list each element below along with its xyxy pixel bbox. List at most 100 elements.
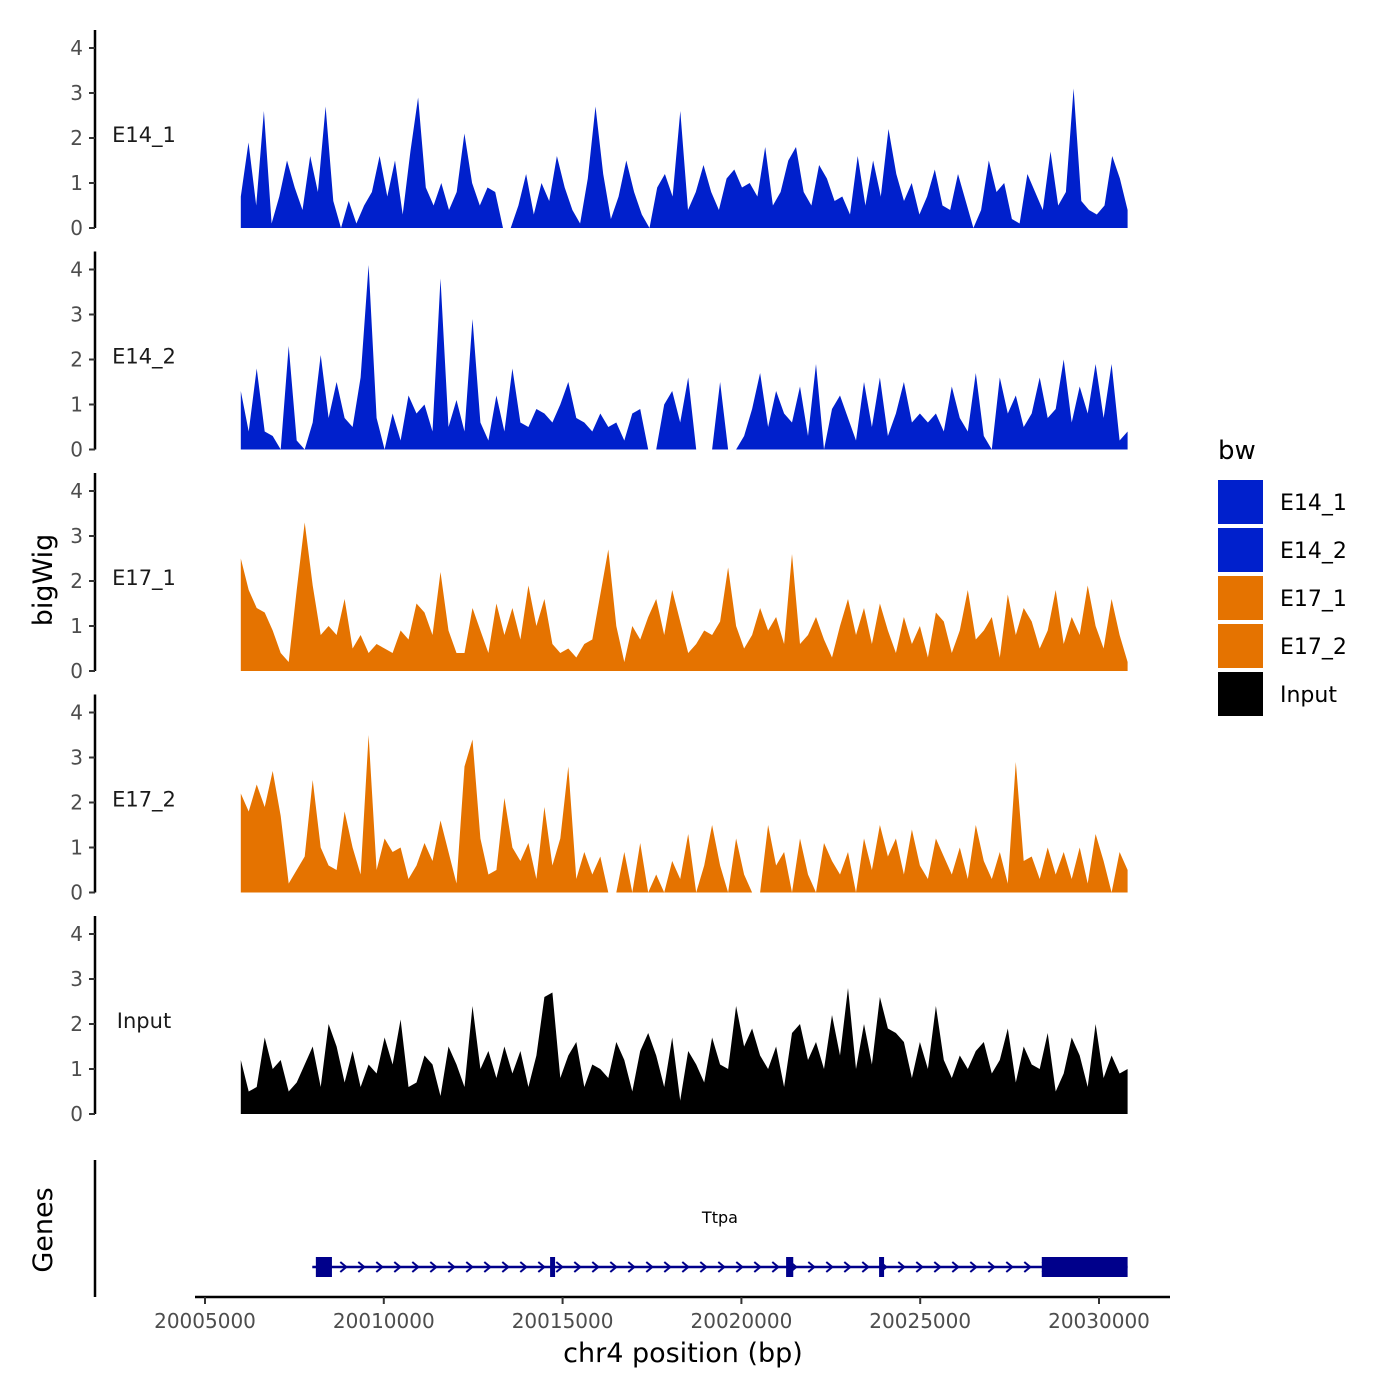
strand-arrow (393, 1261, 402, 1273)
strand-arrow (609, 1261, 618, 1273)
y-tick-label: 2 (70, 791, 83, 815)
y-tick-label: 3 (70, 967, 83, 991)
y-tick-label: 0 (70, 1102, 83, 1126)
x-tick-label: 20005000 (154, 1309, 256, 1333)
area-E17_1 (240, 522, 1128, 671)
legend-key-E17_2 (1218, 624, 1263, 668)
y-tick-label: 0 (70, 216, 83, 240)
y-tick-label: 0 (70, 438, 83, 462)
track-label: E14_1 (112, 123, 176, 148)
strand-arrow (627, 1261, 636, 1273)
exon (550, 1257, 556, 1277)
y-tick-label: 1 (70, 393, 83, 417)
y-tick-label: 4 (70, 922, 83, 946)
legend-label: E17_1 (1280, 587, 1347, 612)
y-tick-label: 4 (70, 36, 83, 60)
strand-arrow (591, 1261, 600, 1273)
genes-axis-title: Genes (28, 1187, 59, 1272)
strand-arrow (843, 1261, 852, 1273)
track-label: E14_2 (112, 345, 176, 370)
gene-panel: Ttpa (93, 1160, 1128, 1297)
strand-arrow (663, 1261, 672, 1273)
x-tick-label: 20020000 (691, 1309, 793, 1333)
area-E17_2 (240, 735, 1128, 893)
track-E14_1: 0 1 2 3 4 E14_1 (70, 30, 1128, 240)
track-E14_2: 0 1 2 3 4 E14_2 (70, 251, 1128, 462)
x-tick-label: 20010000 (333, 1309, 435, 1333)
strand-arrow (483, 1261, 492, 1273)
strand-arrow (339, 1261, 348, 1273)
strand-arrow (861, 1261, 870, 1273)
strand-arrow (411, 1261, 420, 1273)
strand-arrow (447, 1261, 456, 1273)
y-tick-label: 2 (70, 569, 83, 593)
legend-label: E14_2 (1280, 539, 1347, 564)
y-tick-label: 1 (70, 171, 83, 195)
legend-title: bw (1218, 436, 1256, 466)
strand-arrow (537, 1261, 546, 1273)
track-label: Input (117, 1009, 171, 1033)
strand-arrow (897, 1261, 906, 1273)
exon (315, 1257, 332, 1277)
x-tick-label: 20025000 (869, 1309, 971, 1333)
legend-key-E14_2 (1218, 528, 1263, 572)
legend: bw E14_1 E14_2 E17_1 E17_2 Input (1218, 436, 1347, 716)
x-tick-label: 20030000 (1048, 1309, 1150, 1333)
x-axis-title: chr4 position (bp) (563, 1338, 803, 1369)
strand-arrow (771, 1261, 780, 1273)
strand-arrow (915, 1261, 924, 1273)
legend-label: Input (1280, 683, 1337, 708)
track-E17_1: 0 1 2 3 4 E17_1 (70, 473, 1128, 683)
strand-arrow (753, 1261, 762, 1273)
legend-label: E17_2 (1280, 635, 1347, 660)
strand-arrow (519, 1261, 528, 1273)
exon (1041, 1257, 1128, 1277)
strand-arrow (375, 1261, 384, 1273)
area-Input (240, 988, 1128, 1114)
track-E17_2: 0 1 2 3 4 E17_2 (70, 694, 1128, 905)
legend-key-E17_1 (1218, 576, 1263, 620)
strand-arrow (987, 1261, 996, 1273)
y-tick-label: 1 (70, 614, 83, 638)
x-axis: 20005000 20010000 20015000 20020000 20025000… (154, 1295, 1170, 1333)
area-E14_1 (240, 88, 1128, 228)
track-Input: 0 1 2 3 4 Input (70, 916, 1128, 1126)
signal-tracks: 0 1 2 3 4 E14_1 0 1 2 3 4 E14_2 0 1 2 3 4 E17_1 0 1 2 3 4 E17_2… (70, 30, 1128, 1126)
strand-arrow (681, 1261, 690, 1273)
strand-arrow (807, 1261, 816, 1273)
y-tick-label: 2 (70, 1012, 83, 1036)
strand-arrow (825, 1261, 834, 1273)
strand-arrow (933, 1261, 942, 1273)
exon (879, 1257, 885, 1277)
strand-arrow (501, 1261, 510, 1273)
y-tick-label: 3 (70, 81, 83, 105)
strand-arrow (969, 1261, 978, 1273)
strand-arrow (951, 1261, 960, 1273)
legend-label: E14_1 (1280, 491, 1347, 516)
y-tick-label: 1 (70, 1057, 83, 1081)
x-tick-label: 20015000 (512, 1309, 614, 1333)
track-label: E17_1 (112, 566, 176, 591)
y-tick-label: 0 (70, 881, 83, 905)
strand-arrow (1023, 1261, 1032, 1273)
y-tick-label: 4 (70, 258, 83, 282)
strand-arrow (573, 1261, 582, 1273)
strand-arrow (429, 1261, 438, 1273)
legend-key-E14_1 (1218, 480, 1263, 524)
legend-key-Input (1218, 672, 1263, 716)
gene-label: Ttpa (701, 1208, 738, 1227)
strand-arrow (645, 1261, 654, 1273)
y-tick-label: 0 (70, 659, 83, 683)
strand-arrow (717, 1261, 726, 1273)
track-label: E17_2 (112, 788, 176, 813)
y-tick-label: 3 (70, 746, 83, 770)
strand-arrow (555, 1261, 564, 1273)
y-tick-label: 4 (70, 479, 83, 503)
y-tick-label: 1 (70, 836, 83, 860)
strand-arrow (357, 1261, 366, 1273)
strand-arrow (1005, 1261, 1014, 1273)
strand-arrow (699, 1261, 708, 1273)
y-tick-label: 3 (70, 303, 83, 327)
exon (786, 1257, 794, 1277)
